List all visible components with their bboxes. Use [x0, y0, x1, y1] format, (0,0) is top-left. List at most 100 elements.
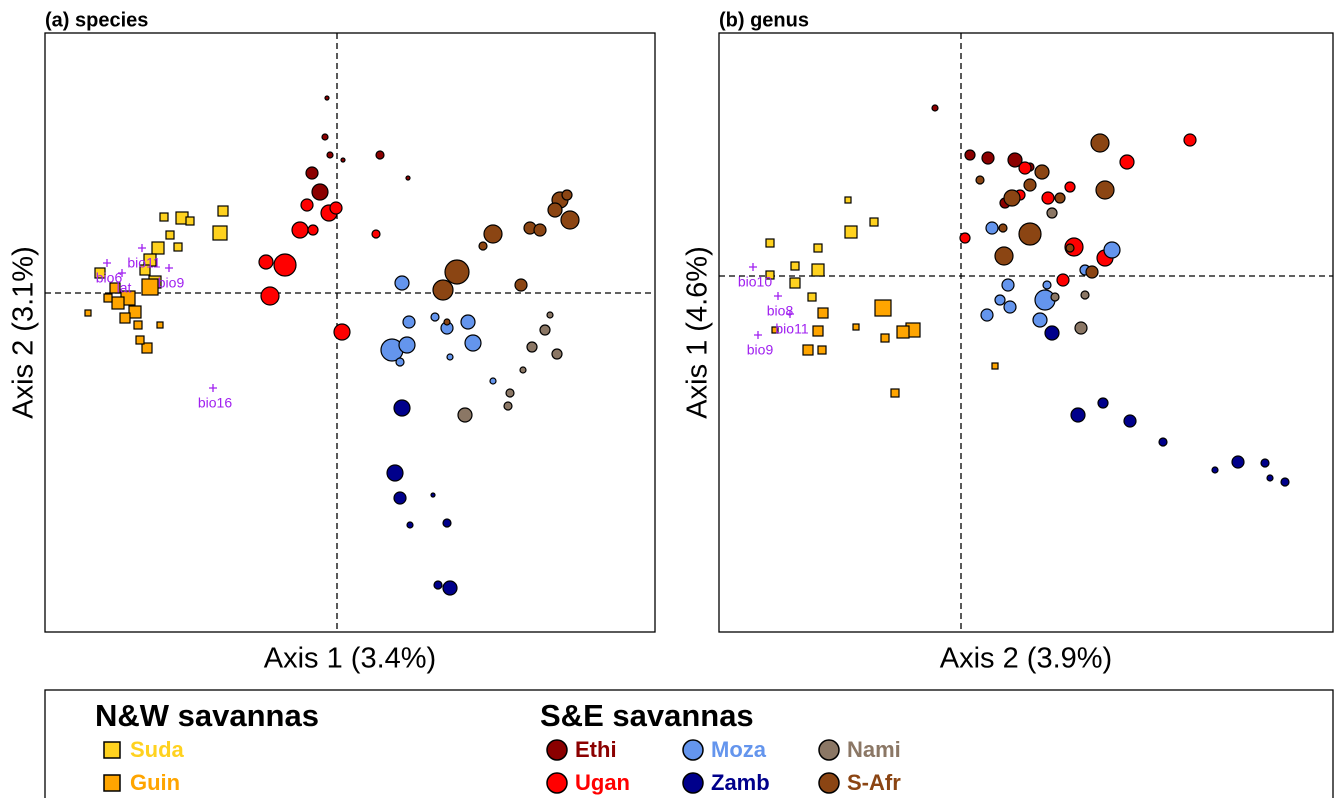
- legend-marker: [103, 741, 121, 759]
- point: [393, 399, 411, 417]
- point: [464, 334, 482, 352]
- env-label: bio9: [747, 342, 774, 358]
- point: [975, 175, 985, 185]
- point: [128, 305, 142, 319]
- point: [817, 307, 829, 319]
- point: [1266, 474, 1274, 482]
- point: [1090, 133, 1110, 153]
- point: [985, 221, 999, 235]
- point: [307, 224, 319, 236]
- env-label: lat: [117, 280, 132, 296]
- point: [258, 254, 274, 270]
- point: [1158, 437, 1168, 447]
- point: [156, 321, 164, 329]
- point: [1065, 243, 1075, 253]
- point: [981, 151, 995, 165]
- point: [433, 580, 443, 590]
- legend-marker: [546, 739, 568, 761]
- env-label: bio11: [127, 255, 160, 271]
- point: [1003, 189, 1021, 207]
- point: [395, 357, 405, 367]
- point: [457, 407, 473, 423]
- point: [771, 326, 779, 334]
- point: [460, 314, 476, 330]
- point: [135, 335, 145, 345]
- legend-marker: [103, 774, 121, 792]
- point: [533, 223, 547, 237]
- point: [84, 309, 92, 317]
- env-label: bio9: [158, 275, 185, 291]
- point: [1183, 133, 1197, 147]
- point: [505, 388, 515, 398]
- point: [503, 401, 513, 411]
- point: [165, 230, 175, 240]
- point: [994, 246, 1014, 266]
- point: [931, 104, 939, 112]
- point: [393, 491, 407, 505]
- point: [551, 348, 563, 360]
- legend-label: Suda: [130, 737, 185, 762]
- point: [964, 149, 976, 161]
- point: [844, 225, 858, 239]
- point: [526, 341, 538, 353]
- point: [446, 353, 454, 361]
- point: [1231, 455, 1245, 469]
- point: [1080, 290, 1090, 300]
- point: [311, 183, 329, 201]
- point: [109, 282, 121, 294]
- point: [852, 323, 860, 331]
- point: [1034, 164, 1050, 180]
- point: [874, 299, 892, 317]
- point: [1032, 312, 1048, 328]
- legend-label: Moza: [711, 737, 767, 762]
- point: [1018, 222, 1042, 246]
- point: [1280, 477, 1290, 487]
- legend-frame: [44, 689, 1334, 798]
- point: [483, 224, 503, 244]
- point: [1070, 407, 1086, 423]
- legend-label: Ugan: [575, 770, 630, 795]
- point: [1074, 321, 1088, 335]
- point: [1041, 191, 1055, 205]
- point: [980, 308, 994, 322]
- point: [1260, 458, 1270, 468]
- point: [133, 320, 143, 330]
- point: [333, 323, 351, 341]
- env-marker: [103, 259, 111, 267]
- point: [1085, 265, 1099, 279]
- legend-label: Nami: [847, 737, 901, 762]
- env-label: bio11: [775, 321, 808, 337]
- point: [386, 464, 404, 482]
- point: [260, 286, 280, 306]
- point: [844, 196, 852, 204]
- env-label: bio16: [198, 395, 232, 411]
- legend-marker: [682, 739, 704, 761]
- point: [402, 315, 416, 329]
- point: [185, 216, 195, 226]
- point: [321, 133, 329, 141]
- point: [519, 366, 527, 374]
- point: [212, 225, 228, 241]
- point: [1054, 192, 1066, 204]
- point: [880, 333, 890, 343]
- env-marker: [165, 264, 173, 272]
- point: [406, 521, 414, 529]
- point: [817, 345, 827, 355]
- point: [1103, 241, 1121, 259]
- point: [790, 261, 800, 271]
- env-marker: [138, 244, 146, 252]
- point: [789, 277, 801, 289]
- point: [1097, 397, 1109, 409]
- point: [890, 388, 900, 398]
- point: [1042, 280, 1052, 290]
- legend-group-title: N&W savannas: [95, 698, 319, 733]
- legend-marker: [818, 772, 840, 794]
- point: [217, 205, 229, 217]
- legend-label: S-Afr: [847, 770, 901, 795]
- point: [151, 241, 165, 255]
- point: [1095, 180, 1115, 200]
- legend-label: Zamb: [711, 770, 770, 795]
- env-label: bio10: [738, 274, 772, 290]
- point: [329, 201, 343, 215]
- legend-marker: [682, 772, 704, 794]
